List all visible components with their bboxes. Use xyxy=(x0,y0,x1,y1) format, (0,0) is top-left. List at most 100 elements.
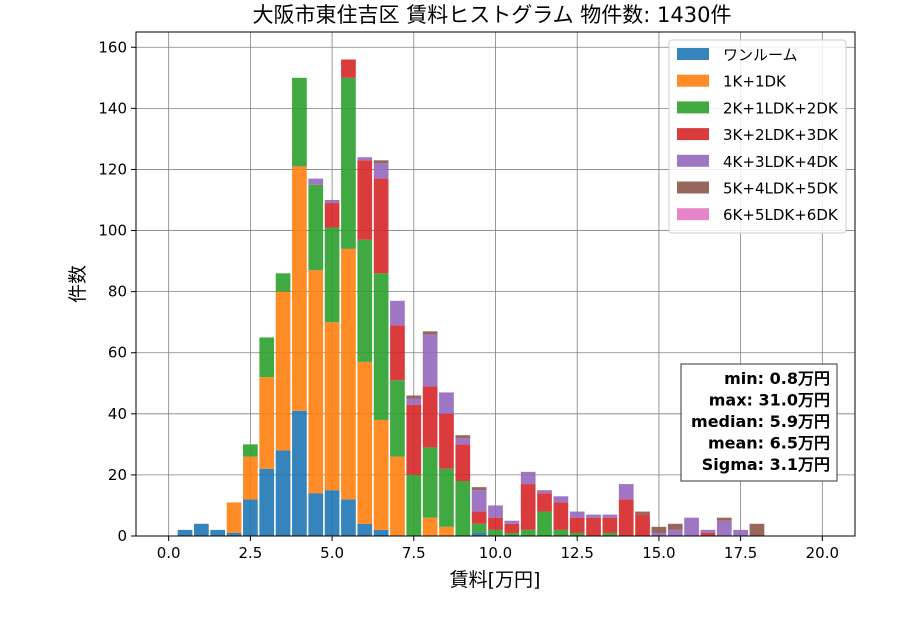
stats-line: max: 31.0万円 xyxy=(709,391,830,410)
x-axis-label: 賃料[万円] xyxy=(450,569,541,591)
y-axis-label: 件数 xyxy=(67,265,89,303)
bar-segment xyxy=(243,499,258,536)
bar-segment xyxy=(308,178,324,185)
bar-segment xyxy=(308,493,324,536)
bar-segment xyxy=(667,529,683,536)
bar-segment xyxy=(651,526,667,533)
bar-segment xyxy=(471,487,487,491)
bar-segment xyxy=(749,523,765,536)
x-axis-ticks: 0.0 2.5 5.0 7.5 10.0 12.5 15.0 17.5 20.0 xyxy=(157,536,839,562)
bar-segment xyxy=(651,532,667,536)
bar-segment xyxy=(243,456,258,500)
x-tick-label: 7.5 xyxy=(402,544,426,562)
bar-segment xyxy=(373,163,389,179)
bars-group xyxy=(177,59,765,536)
bar-segment xyxy=(292,410,307,536)
bar-segment xyxy=(275,291,291,451)
bar-segment xyxy=(553,496,569,503)
bar-segment xyxy=(390,300,405,326)
bar-segment xyxy=(406,404,422,475)
bar-segment xyxy=(357,157,373,161)
bar-segment xyxy=(455,438,471,445)
bar-segment xyxy=(422,447,438,518)
legend-label: 2K+1LDK+2DK xyxy=(723,99,839,117)
x-tick-label: 5.0 xyxy=(320,544,344,562)
bar-segment xyxy=(390,380,405,457)
legend: ワンルーム 1K+1DK 2K+1LDK+2DK 3K+2LDK+3DK 4K+3LDK… xyxy=(668,39,847,234)
bar-segment xyxy=(488,505,503,518)
x-tick-label: 17.5 xyxy=(724,544,757,562)
y-tick-label: 0 xyxy=(117,527,127,545)
bar-segment xyxy=(292,77,307,167)
bar-segment xyxy=(439,468,454,527)
bar-segment xyxy=(422,331,438,335)
bar-segment xyxy=(455,435,471,439)
bar-segment xyxy=(602,517,618,533)
bar-segment xyxy=(569,511,585,518)
bar-segment xyxy=(537,493,552,512)
bar-segment xyxy=(586,517,601,536)
bar-segment xyxy=(341,77,356,249)
bar-segment xyxy=(406,398,422,405)
bar-segment xyxy=(439,413,454,469)
bar-segment xyxy=(422,386,438,448)
x-tick-label: 10.0 xyxy=(479,544,512,562)
y-tick-label: 20 xyxy=(108,466,127,484)
bar-segment xyxy=(537,511,552,536)
legend-label: 3K+2LDK+3DK xyxy=(723,126,839,144)
bar-segment xyxy=(504,523,520,533)
x-tick-label: 2.5 xyxy=(238,544,262,562)
legend-swatch xyxy=(677,181,709,194)
bar-segment xyxy=(553,529,569,536)
bar-segment xyxy=(618,484,634,500)
bar-segment xyxy=(373,178,389,274)
bar-segment xyxy=(226,502,242,533)
bar-segment xyxy=(373,160,389,164)
stats-line: min: 0.8万円 xyxy=(724,369,830,388)
bar-segment xyxy=(520,471,536,485)
bar-segment xyxy=(504,520,520,524)
legend-box xyxy=(668,39,847,234)
bar-segment xyxy=(390,325,405,381)
legend-label: ワンルーム xyxy=(723,46,798,64)
bar-segment xyxy=(569,532,585,536)
bar-segment xyxy=(324,203,340,228)
legend-swatch xyxy=(677,208,709,221)
y-tick-label: 120 xyxy=(98,160,127,178)
legend-label: 4K+3LDK+4DK xyxy=(723,153,839,171)
y-tick-label: 40 xyxy=(108,405,127,423)
x-tick-label: 12.5 xyxy=(561,544,594,562)
bar-segment xyxy=(373,419,389,530)
bar-segment xyxy=(259,468,275,536)
bar-segment xyxy=(406,474,422,536)
bar-segment xyxy=(716,520,732,536)
bar-segment xyxy=(422,517,438,536)
x-tick-label: 15.0 xyxy=(642,544,675,562)
y-tick-label: 160 xyxy=(98,38,127,56)
bar-segment xyxy=(602,532,618,536)
bar-segment xyxy=(488,529,503,536)
y-axis-ticks: 0 20 40 60 80 100 120 140 160 xyxy=(98,38,136,545)
legend-swatch xyxy=(677,101,709,114)
bar-segment xyxy=(226,532,242,536)
bar-segment xyxy=(406,395,422,399)
bar-segment xyxy=(439,526,454,536)
bar-segment xyxy=(275,450,291,536)
x-tick-label: 20.0 xyxy=(806,544,839,562)
bar-segment xyxy=(700,532,716,536)
bar-segment xyxy=(471,532,487,536)
legend-swatch xyxy=(677,74,709,87)
y-tick-label: 100 xyxy=(98,222,127,240)
bar-segment xyxy=(324,227,340,323)
bar-segment xyxy=(537,490,552,494)
bar-segment xyxy=(455,444,471,482)
stats-line: median: 5.9万円 xyxy=(691,412,830,431)
y-tick-label: 140 xyxy=(98,99,127,117)
stats-box-frame xyxy=(680,363,838,482)
bar-segment xyxy=(177,529,193,536)
bar-segment xyxy=(553,502,569,530)
bar-segment xyxy=(733,529,748,536)
bar-segment xyxy=(471,523,487,533)
bar-segment xyxy=(324,200,340,204)
